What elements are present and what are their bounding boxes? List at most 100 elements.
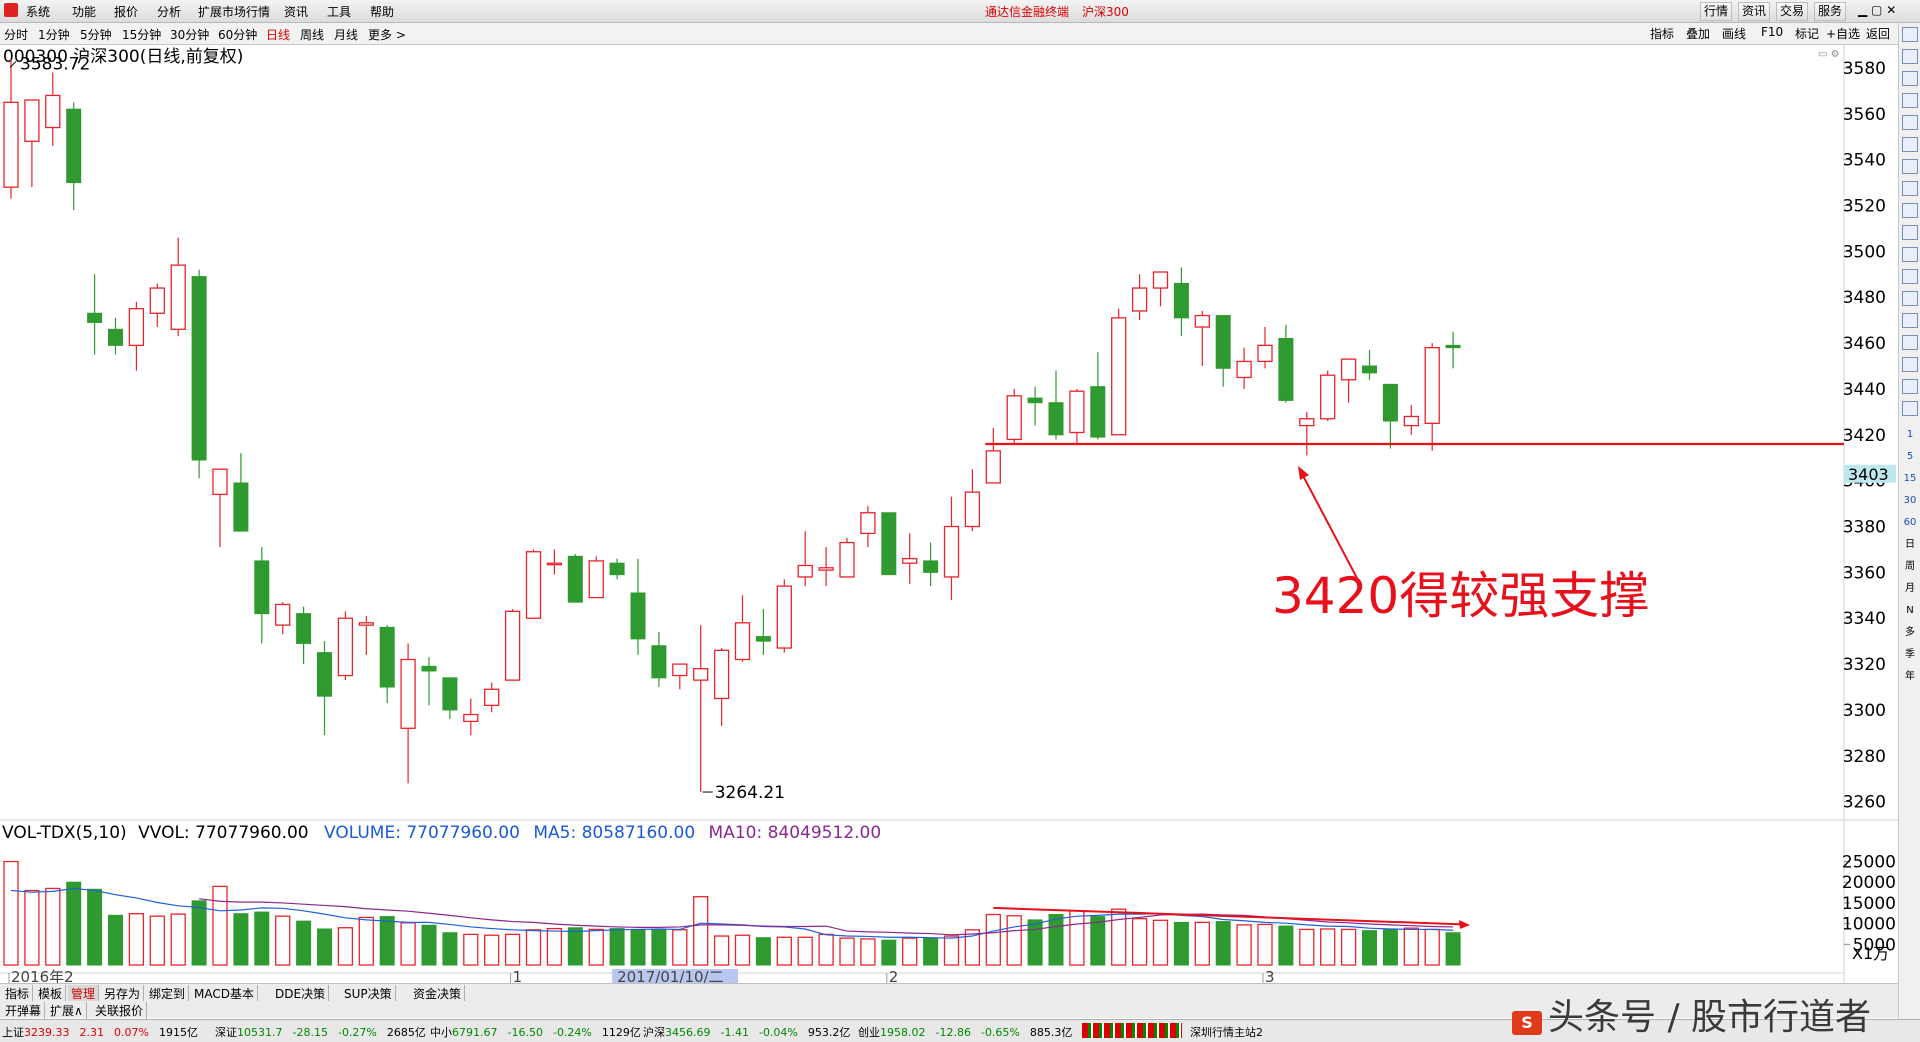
menu-item-ext-market[interactable]: 扩展市场行情 <box>198 5 271 19</box>
grid-icon[interactable] <box>1902 93 1918 108</box>
candle <box>108 317 123 355</box>
candle <box>128 301 145 371</box>
fs-icon[interactable] <box>1902 203 1918 218</box>
arrow-up-icon[interactable] <box>1902 49 1918 64</box>
candle <box>567 554 583 603</box>
sidebar-period-11[interactable]: 年 <box>1905 671 1915 682</box>
menu-item-tools[interactable]: 工具 <box>327 5 352 19</box>
sidebar-period-9[interactable]: 多 <box>1905 627 1915 638</box>
candle <box>818 547 834 587</box>
pane-controls[interactable]: ▭ ⚙ <box>1818 49 1840 60</box>
period-60min[interactable]: 60分钟 <box>218 28 258 42</box>
volume-bar <box>191 900 207 966</box>
sidebar-period-7[interactable]: 月 <box>1905 583 1915 594</box>
volume-bar <box>1257 923 1273 966</box>
toolbar-back[interactable]: 返回 <box>1866 27 1891 41</box>
volume-bar <box>317 928 332 966</box>
tab2-2[interactable]: 关联报价 <box>92 1002 148 1019</box>
toolbar-f10[interactable]: F10 <box>1761 25 1784 39</box>
period-5min[interactable]: 5分钟 <box>80 28 112 42</box>
rsi-icon[interactable] <box>1902 313 1918 328</box>
period-weekly[interactable]: 周线 <box>300 28 325 42</box>
menu-item-system[interactable]: 系统 <box>26 5 51 19</box>
sidebar-period-10[interactable]: 季 <box>1905 649 1915 660</box>
tab-3[interactable]: 另存为 <box>101 985 145 1002</box>
tab-1[interactable]: 模板 <box>35 985 67 1002</box>
tab-4[interactable]: 绑定到 <box>146 985 190 1002</box>
candle <box>358 615 374 655</box>
ma10-line <box>199 898 1454 936</box>
toolbar-overlay[interactable]: 叠加 <box>1686 27 1711 41</box>
tab-8[interactable]: 资金决策 <box>410 985 466 1002</box>
top-button-market[interactable]: 行情 <box>1700 2 1733 21</box>
candle <box>191 269 207 479</box>
period-15min[interactable]: 15分钟 <box>122 28 162 42</box>
table-icon[interactable] <box>1902 181 1918 196</box>
candle <box>651 631 667 688</box>
toolbar-add-favorite[interactable]: +自选 <box>1826 27 1861 41</box>
tab-6[interactable]: DDE决策 <box>272 985 330 1002</box>
sidebar-period-8[interactable]: N <box>1906 605 1914 616</box>
l-icon[interactable] <box>1902 291 1918 306</box>
annotation-text: 3420得较强支撑 <box>1272 567 1649 625</box>
k-icon[interactable] <box>1902 159 1918 174</box>
sidebar-period-5[interactable]: 日 <box>1905 539 1915 550</box>
toolbar-draw[interactable]: 画线 <box>1722 27 1747 41</box>
candle <box>943 496 960 600</box>
sidebar-period-6[interactable]: 周 <box>1905 561 1915 572</box>
move-icon[interactable] <box>1902 357 1918 372</box>
sidebar-period-3[interactable]: 30 <box>1903 495 1917 506</box>
bar-icon[interactable] <box>1902 115 1918 130</box>
index-quote-4[interactable]: 创业1958.02 -12.86 -0.65% 885.3亿 <box>858 1026 1073 1039</box>
toolbar-mark[interactable]: 标记 <box>1795 27 1820 41</box>
pen-icon[interactable] <box>1902 379 1918 394</box>
line-icon[interactable] <box>1902 137 1918 152</box>
menu-item-analysis[interactable]: 分析 <box>157 5 182 19</box>
top-button-news[interactable]: 资讯 <box>1738 2 1771 21</box>
s-icon[interactable] <box>1902 335 1918 350</box>
sidebar-period-1[interactable]: 5 <box>1906 451 1914 462</box>
tab2-1[interactable]: 扩展∧ <box>47 1002 87 1019</box>
period-1min[interactable]: 1分钟 <box>38 28 70 42</box>
fs2-icon[interactable] <box>1902 401 1918 416</box>
menu-item-quote[interactable]: 报价 <box>114 5 139 19</box>
period-daily[interactable]: 日线 <box>266 28 291 42</box>
tab-0[interactable]: 指标 <box>2 985 34 1002</box>
f10-icon[interactable] <box>1902 225 1918 240</box>
compass-icon[interactable] <box>1902 269 1918 284</box>
ff-icon[interactable] <box>1902 247 1918 262</box>
window-controls[interactable]: ▁ ▢ ✕ <box>1858 3 1897 17</box>
index-quote-0[interactable]: 上证3239.33 2.31 0.07% 1915亿 <box>2 1026 198 1039</box>
volume-tick-label: 25000 <box>1842 853 1896 873</box>
arrow-down-icon[interactable] <box>1902 71 1918 86</box>
index-quote-1[interactable]: 深证10531.7 -28.15 -0.27% 2685亿 <box>215 1026 426 1039</box>
arrow-left-icon[interactable] <box>1902 27 1918 42</box>
candle <box>1257 327 1273 369</box>
period-30min[interactable]: 30分钟 <box>170 28 210 42</box>
menu-item-news[interactable]: 资讯 <box>284 5 309 19</box>
toolbar-indicator[interactable]: 指标 <box>1650 27 1675 41</box>
tab-2[interactable]: 管理 <box>68 985 100 1002</box>
server-station[interactable]: 深圳行情主站2 <box>1190 1026 1263 1039</box>
index-quote-2[interactable]: 中小6791.67 -16.50 -0.24% 1129亿 <box>430 1026 641 1039</box>
sidebar-period-2[interactable]: 15 <box>1903 473 1917 484</box>
sidebar-period-0[interactable]: 1 <box>1906 429 1914 440</box>
menu-item-help[interactable]: 帮助 <box>370 5 395 19</box>
index-quote-3[interactable]: 沪深3456.69 -1.41 -0.04% 953.2亿 <box>643 1026 851 1039</box>
volume-bar <box>45 887 61 966</box>
top-button-service[interactable]: 服务 <box>1814 2 1847 21</box>
period-fenshi[interactable]: 分时 <box>4 28 29 42</box>
menu-item-function[interactable]: 功能 <box>72 5 97 19</box>
top-button-trade[interactable]: 交易 <box>1776 2 1809 21</box>
kline-chart[interactable]: 000300 沪深300(日线,前复权) ▭ ⚙ 326032803300332… <box>0 45 1898 983</box>
app-logo-icon[interactable] <box>4 3 18 17</box>
volume-trend-arrowhead <box>1459 919 1470 929</box>
period-monthly[interactable]: 月线 <box>334 28 359 42</box>
tab-7[interactable]: SUP决策 <box>341 985 396 1002</box>
candle <box>24 99 40 188</box>
tab2-0[interactable]: 开弹幕 <box>2 1002 46 1019</box>
tab-5[interactable]: MACD基本 <box>191 985 258 1002</box>
sidebar-period-4[interactable]: 60 <box>1903 517 1917 528</box>
market-activity-bars <box>1082 1023 1182 1038</box>
period-more[interactable]: 更多 > <box>368 28 406 42</box>
